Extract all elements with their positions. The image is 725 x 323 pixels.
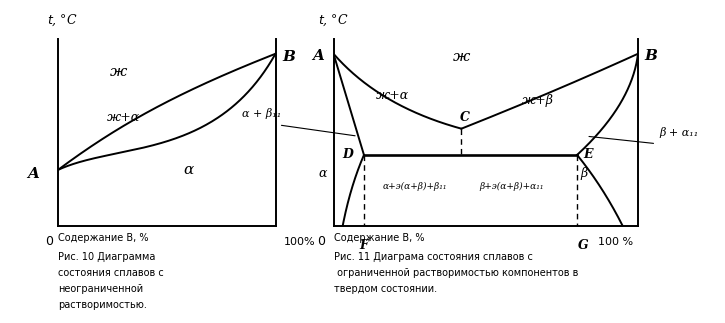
Text: Рис. 10 Диаграмма: Рис. 10 Диаграмма <box>58 252 155 262</box>
Text: ж: ж <box>110 65 128 79</box>
Text: α: α <box>183 163 194 177</box>
Text: C: C <box>460 111 469 124</box>
Text: растворимостью.: растворимостью. <box>58 300 147 310</box>
Text: β + α₁₁: β + α₁₁ <box>659 127 699 138</box>
Text: β+э(α+β)+α₁₁: β+э(α+β)+α₁₁ <box>480 182 544 191</box>
Text: ж+β: ж+β <box>522 94 555 107</box>
Text: 0: 0 <box>45 235 54 248</box>
Text: B: B <box>282 50 295 65</box>
Text: D: D <box>343 148 354 162</box>
Text: α: α <box>318 167 327 180</box>
Text: α + β₁₁: α + β₁₁ <box>242 109 281 120</box>
Text: B: B <box>644 49 657 63</box>
Text: ж+α: ж+α <box>107 111 140 124</box>
Text: G: G <box>578 239 588 252</box>
Text: состояния сплавов с: состояния сплавов с <box>58 268 164 278</box>
Text: ж+α: ж+α <box>376 89 410 102</box>
Text: β: β <box>580 167 587 180</box>
Text: 100 %: 100 % <box>598 237 634 247</box>
Text: Содержание В, %: Содержание В, % <box>334 233 424 243</box>
Text: неограниченной: неограниченной <box>58 284 143 294</box>
Text: A: A <box>28 167 39 181</box>
Text: 0: 0 <box>318 235 326 248</box>
Text: $t$, °C: $t$, °C <box>318 13 349 28</box>
Text: A: A <box>312 49 324 63</box>
Text: E: E <box>583 148 593 162</box>
Text: твердом состоянии.: твердом состоянии. <box>334 284 436 294</box>
Text: ограниченной растворимостью компонентов в: ограниченной растворимостью компонентов … <box>334 268 578 278</box>
Text: F: F <box>360 239 368 252</box>
Text: $t$, °C: $t$, °C <box>47 13 78 28</box>
Text: 100%: 100% <box>284 237 316 247</box>
Text: ж: ж <box>452 50 470 64</box>
Text: Содержание В, %: Содержание В, % <box>58 233 149 243</box>
Text: α+э(α+β)+β₁₁: α+э(α+β)+β₁₁ <box>382 182 447 191</box>
Text: Рис. 11 Диаграма состояния сплавов с: Рис. 11 Диаграма состояния сплавов с <box>334 252 532 262</box>
